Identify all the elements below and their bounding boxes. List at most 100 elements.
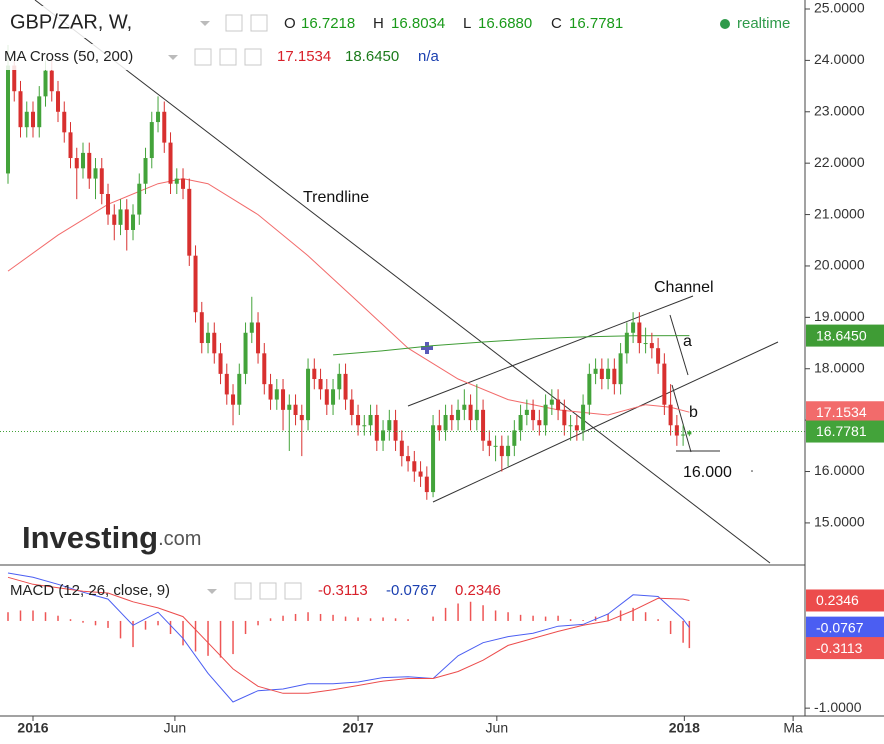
candle-body	[231, 394, 236, 405]
candle-body	[424, 476, 429, 493]
dropdown-caret[interactable]	[200, 21, 210, 26]
candle-body	[249, 322, 254, 333]
candle-body	[24, 111, 29, 128]
candle-body	[549, 399, 554, 405]
ohlc-label: O	[284, 15, 296, 32]
candle-body	[518, 414, 523, 431]
candle-body	[18, 91, 23, 128]
price-tag-label: -0.0767	[816, 619, 864, 635]
candle-body	[637, 322, 642, 344]
candle-body	[687, 431, 692, 435]
status-dot	[720, 19, 730, 29]
candle-body	[587, 373, 592, 405]
candle-body	[81, 152, 86, 169]
y-tick-label: 21.0000	[814, 205, 865, 221]
candle-body	[287, 404, 292, 410]
price-tag-label: 0.2346	[816, 592, 859, 608]
icon-settings[interactable]	[250, 14, 268, 32]
candle-body	[168, 142, 173, 184]
candle-body	[31, 111, 36, 128]
candle-body	[256, 322, 261, 354]
candle-body	[406, 456, 411, 462]
icon-eye[interactable]	[234, 582, 252, 600]
macd-title[interactable]: MACD (12, 26, close, 9)	[10, 582, 170, 599]
candle-body	[593, 368, 598, 374]
y-tick-label: 16.0000	[814, 462, 865, 478]
x-tick-label: Jun	[164, 720, 187, 736]
candle-body	[6, 65, 11, 174]
macd-pane	[7, 572, 691, 703]
icon-settings[interactable]	[259, 582, 277, 600]
icon-remove[interactable]	[284, 582, 302, 600]
indicator-value: n/a	[418, 48, 440, 65]
candle-body	[624, 332, 629, 354]
candle-body	[62, 111, 67, 133]
candle-body	[568, 425, 573, 427]
candle-body	[337, 373, 342, 390]
moving-average	[333, 335, 690, 356]
candle-body	[349, 399, 354, 415]
candle-body	[49, 70, 54, 92]
watermark: Investing.com	[22, 520, 201, 555]
candle-body	[643, 343, 648, 345]
x-tick-label: Ma	[783, 720, 803, 736]
candle-body	[87, 152, 92, 179]
moving-average	[7, 178, 690, 416]
annotation: 16.000	[683, 464, 732, 481]
candle-body	[143, 158, 148, 184]
candle-body	[299, 414, 304, 421]
icon-remove[interactable]	[244, 48, 262, 66]
candle-body	[187, 188, 192, 256]
ohlc-label: C	[551, 15, 562, 32]
annotation: Channel	[654, 279, 714, 296]
candle-body	[456, 409, 461, 421]
candle-body	[106, 194, 111, 215]
candle-body	[493, 445, 498, 447]
candle-body	[193, 255, 198, 313]
dropdown-caret[interactable]	[168, 55, 178, 60]
candle-body	[43, 70, 48, 97]
candle-body	[324, 389, 329, 405]
candle-body	[443, 414, 448, 431]
candle-body	[124, 209, 129, 230]
dropdown-caret[interactable]	[207, 589, 217, 594]
icon-eye[interactable]	[194, 48, 212, 66]
y-tick-label: 25.0000	[814, 0, 865, 16]
candle-body	[399, 440, 404, 457]
ohlc-label: H	[373, 15, 384, 32]
ohlc-value: 16.6880	[478, 15, 532, 32]
candle-body	[531, 409, 536, 421]
candle-body	[149, 122, 154, 159]
candle-body	[218, 353, 223, 374]
ohlc-value: 16.7218	[301, 15, 355, 32]
candle-body	[631, 322, 636, 333]
candle-body	[137, 183, 142, 215]
macd-line	[7, 572, 690, 703]
price-tag	[806, 616, 884, 639]
candle-body	[331, 389, 336, 405]
candle-body	[418, 471, 423, 477]
candle-body	[437, 425, 442, 431]
y-tick-label: 19.0000	[814, 308, 865, 324]
candle-body	[306, 368, 311, 421]
candle-body	[599, 368, 604, 380]
candle-body	[37, 96, 42, 128]
candle-body	[468, 404, 473, 421]
candle-body	[681, 434, 686, 436]
candle-body	[618, 353, 623, 385]
candle-body	[524, 409, 529, 415]
indicator-value: 17.1534	[277, 48, 331, 65]
indicator-name[interactable]: MA Cross (50, 200)	[4, 48, 133, 65]
candle-body	[356, 414, 361, 426]
candle-body	[156, 111, 161, 123]
symbol-title[interactable]: GBP/ZAR, W,	[10, 11, 132, 33]
annotation: b	[689, 404, 698, 421]
x-tick-label: 2016	[17, 720, 48, 736]
icon-eye[interactable]	[225, 14, 243, 32]
icon-settings[interactable]	[219, 48, 237, 66]
annotation: Trendline	[303, 189, 369, 206]
candle-body	[674, 425, 679, 436]
candle-body	[262, 353, 267, 385]
candle-body	[368, 414, 373, 426]
candle-body	[387, 420, 392, 431]
